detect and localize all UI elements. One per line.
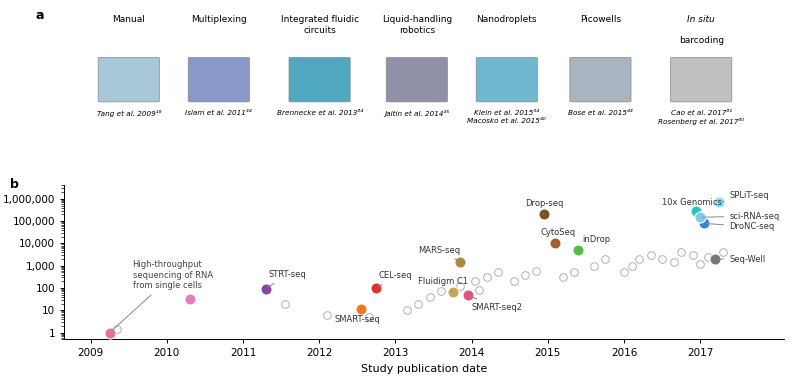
FancyBboxPatch shape (476, 57, 538, 102)
FancyBboxPatch shape (188, 57, 250, 102)
Text: Nanodroplets: Nanodroplets (477, 15, 537, 24)
Text: MARS-seq: MARS-seq (418, 246, 461, 261)
Text: Brennecke et al. 2013⁶⁴: Brennecke et al. 2013⁶⁴ (277, 110, 362, 116)
Text: Islam et al. 2011³⁴: Islam et al. 2011³⁴ (186, 110, 252, 116)
Text: Multiplexing: Multiplexing (191, 15, 246, 24)
Text: sci-RNA-seq: sci-RNA-seq (703, 211, 779, 221)
FancyBboxPatch shape (386, 57, 447, 102)
Text: Picowells: Picowells (580, 15, 621, 24)
Text: Tang et al. 2009¹⁸: Tang et al. 2009¹⁸ (97, 110, 161, 117)
FancyBboxPatch shape (98, 57, 159, 102)
Text: Integrated fluidic
circuits: Integrated fluidic circuits (281, 15, 358, 35)
Text: SMART-seq2: SMART-seq2 (470, 296, 522, 311)
Text: SMART-seq: SMART-seq (334, 308, 380, 324)
FancyBboxPatch shape (570, 57, 631, 102)
Text: barcoding: barcoding (678, 36, 724, 45)
Text: Fluidigm C1: Fluidigm C1 (418, 277, 468, 292)
Text: inDrop: inDrop (581, 235, 610, 249)
FancyBboxPatch shape (670, 57, 732, 102)
Text: In situ: In situ (687, 15, 715, 24)
Text: CytoSeq: CytoSeq (540, 228, 575, 244)
Text: Drop-seq: Drop-seq (525, 199, 563, 215)
Text: DroNC-seq: DroNC-seq (706, 222, 774, 231)
Text: Klein et al. 2015³⁴
Macosko et al. 2015⁴⁰: Klein et al. 2015³⁴ Macosko et al. 2015⁴… (467, 110, 546, 124)
FancyBboxPatch shape (289, 57, 350, 102)
Text: b: b (10, 178, 19, 191)
Text: High-throughput
sequencing of RNA
from single cells: High-throughput sequencing of RNA from s… (112, 261, 213, 331)
Text: STRT-seq: STRT-seq (268, 270, 306, 287)
Text: Bose et al. 2015⁴³: Bose et al. 2015⁴³ (568, 110, 633, 116)
Text: a: a (35, 9, 44, 22)
Text: Cao et al. 2017⁶¹
Rosenberg et al. 2017⁶⁰: Cao et al. 2017⁶¹ Rosenberg et al. 2017⁶… (658, 110, 744, 125)
X-axis label: Study publication date: Study publication date (361, 364, 487, 374)
Text: Liquid-handling
robotics: Liquid-handling robotics (382, 15, 452, 35)
Text: 10x Genomics: 10x Genomics (662, 198, 722, 210)
Text: CEL-seq: CEL-seq (378, 271, 412, 287)
Text: Jaitin et al. 2014³⁵: Jaitin et al. 2014³⁵ (384, 110, 450, 117)
Text: SPLiT-seq: SPLiT-seq (722, 191, 769, 202)
Text: Manual: Manual (112, 15, 146, 24)
Text: Seq-Well: Seq-Well (718, 254, 766, 264)
